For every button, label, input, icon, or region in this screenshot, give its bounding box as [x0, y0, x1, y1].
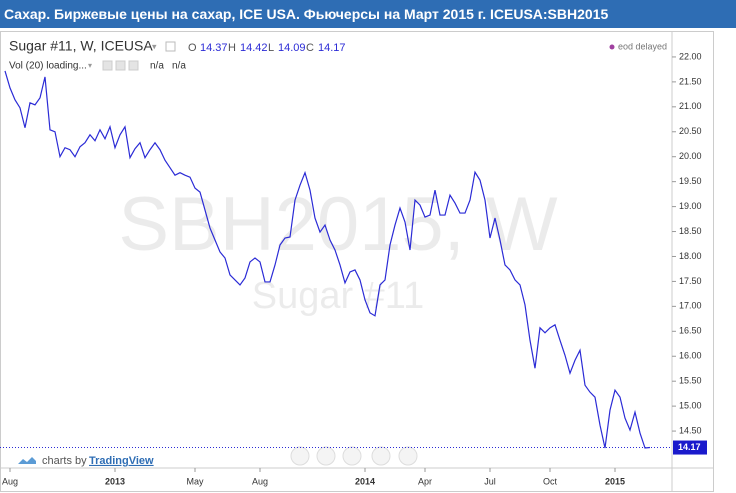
x-tick-label: Aug [2, 476, 18, 486]
indicator-icon[interactable] [115, 60, 126, 71]
x-tick-label: Jul [484, 476, 496, 486]
indicator-value: n/a [150, 61, 164, 72]
y-tick-label: 14.50 [679, 425, 702, 435]
y-tick-label: 18.00 [679, 251, 702, 261]
ohlc-label: C [306, 42, 314, 54]
brand-logo [18, 457, 36, 464]
indicator-value: n/a [172, 61, 186, 72]
x-tick-label: 2014 [355, 476, 375, 486]
x-tick-label: May [186, 476, 204, 486]
page-header: Сахар. Биржевые цены на сахар, ICE USA. … [0, 0, 736, 28]
ohlc-label: L [268, 42, 274, 54]
settings-icon[interactable] [165, 41, 176, 52]
ohlc-label: O [188, 42, 197, 54]
status-dot [609, 44, 615, 50]
y-tick-label: 17.50 [679, 276, 702, 286]
indicator-label: Vol (20) loading... [9, 61, 87, 72]
brand-link[interactable]: TradingView [89, 455, 154, 467]
nav-button[interactable] [342, 446, 362, 466]
y-tick-label: 20.50 [679, 126, 702, 136]
y-tick-label: 17.00 [679, 301, 702, 311]
y-tick-label: 22.00 [679, 51, 702, 61]
y-tick-label: 21.50 [679, 76, 702, 86]
nav-button[interactable] [398, 446, 418, 466]
y-tick-label: 19.50 [679, 176, 702, 186]
chart-frame [0, 31, 714, 492]
nav-button[interactable] [290, 446, 310, 466]
ohlc-value: 14.17 [318, 42, 346, 54]
brand-prefix: charts by [42, 455, 87, 467]
symbol-label: Sugar #11, W, ICEUSA [9, 38, 153, 54]
price-line [4, 70, 651, 449]
ohlc-value: 14.37 [200, 42, 228, 54]
indicator-icon[interactable] [128, 60, 139, 71]
status-label: eod delayed [618, 41, 667, 51]
x-tick-label: Oct [543, 476, 558, 486]
indicator-icon[interactable] [102, 60, 113, 71]
symbol-dropdown[interactable]: ▾ [152, 41, 157, 51]
y-tick-label: 16.00 [679, 351, 702, 361]
y-tick-label: 18.50 [679, 226, 702, 236]
nav-button[interactable] [316, 446, 336, 466]
nav-buttons [290, 446, 418, 466]
x-tick-label: Aug [252, 476, 268, 486]
x-tick-label: Apr [418, 476, 432, 486]
y-tick-label: 15.00 [679, 401, 702, 411]
y-tick-label: 21.00 [679, 101, 702, 111]
indicator-dropdown[interactable]: ▾ [88, 61, 92, 70]
nav-button[interactable] [371, 446, 391, 466]
y-tick-label: 16.50 [679, 326, 702, 336]
y-tick-label: 15.50 [679, 376, 702, 386]
ohlc-value: 14.42 [240, 42, 268, 54]
y-tick-label: 19.00 [679, 201, 702, 211]
ohlc-label: H [228, 42, 236, 54]
x-tick-label: 2013 [105, 476, 125, 486]
watermark-sub: Sugar #11 [252, 275, 425, 317]
last-price-label: 14.17 [678, 442, 701, 452]
ohlc-value: 14.09 [278, 42, 306, 54]
x-tick-label: 2015 [605, 476, 625, 486]
y-tick-label: 20.00 [679, 151, 702, 161]
watermark: SBH2015, W [118, 182, 558, 267]
last-price-box [673, 440, 707, 455]
